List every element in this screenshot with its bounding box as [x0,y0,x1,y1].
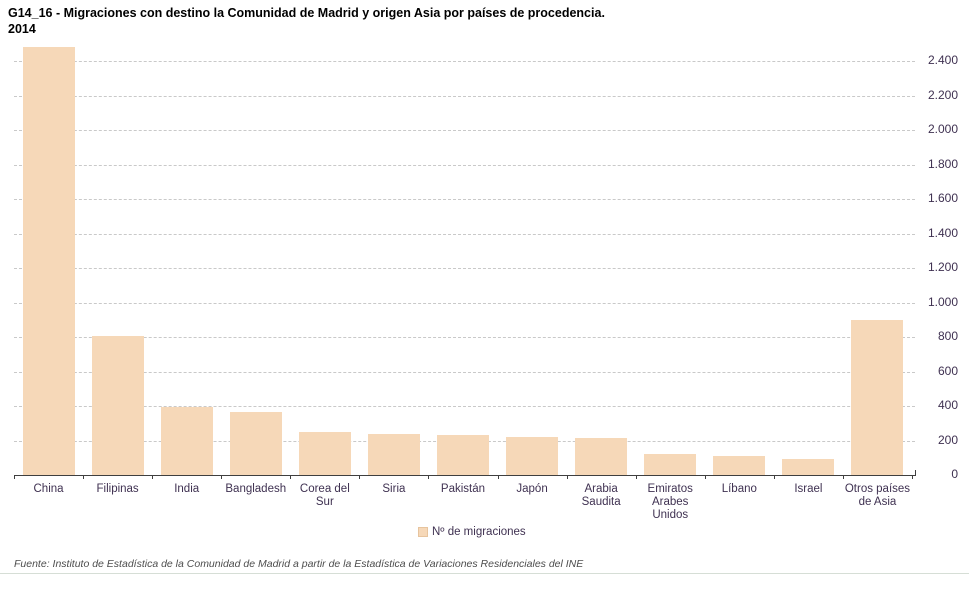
x-axis-line [14,475,916,476]
bar [367,433,420,475]
y-axis-label: 2.000 [927,122,958,136]
y-axis-label: 1.200 [927,260,958,274]
x-axis-label: Pakistán [440,483,486,495]
value-axis-end-tick [915,470,916,475]
legend-label: Nº de migraciones [432,526,526,538]
x-axis-label: Siria [382,483,406,495]
gridline [14,130,915,131]
x-axis-tick [152,475,154,479]
x-axis-label: Japón [516,483,548,495]
y-axis-label: 2.400 [927,53,958,67]
chart-title-line1: G14_16 - Migraciones con destino la Comu… [8,6,605,20]
x-axis-tick [773,475,775,479]
y-axis-label: 800 [937,329,958,343]
source-note: Fuente: Instituto de Estadística de la C… [14,558,584,570]
y-axis-label: 2.200 [927,87,958,102]
y-axis-label: 1.800 [927,156,958,171]
x-axis-label: India [174,483,200,495]
y-axis-label: 0 [951,467,958,481]
gridline [14,61,915,62]
gridline [14,371,915,373]
gridline [14,268,915,269]
x-axis-tick [566,475,568,479]
x-axis-label: Líbano [721,483,757,495]
legend-swatch-icon [418,527,428,537]
x-axis-tick [221,475,223,479]
x-axis-label: Israel [794,483,823,495]
gridline [14,233,915,235]
y-axis-label: 600 [937,363,958,378]
bar [644,453,697,475]
x-axis-tick [635,475,637,479]
x-axis-tick [704,475,706,479]
bottom-divider [0,573,969,574]
bar [851,319,904,475]
bar [298,431,351,475]
x-axis-tick [497,475,499,479]
gridline [14,199,915,200]
x-axis-tick [14,475,15,479]
x-axis-tick [842,475,844,479]
y-axis-label: 1.000 [927,294,958,309]
x-axis-tick [290,475,292,479]
bar [91,336,144,475]
x-axis-label: China [33,483,64,495]
chart-title-year: 2014 [8,22,36,36]
x-axis-label: Filipinas [96,483,139,495]
bar [713,456,766,475]
legend: Nº de migraciones [418,526,526,538]
x-axis-label: Bangladesh [225,483,287,495]
x-axis-label: Otros países de Asia [844,483,911,508]
bar [506,437,559,475]
gridline [14,95,915,97]
y-axis-label: 1.400 [927,225,958,240]
bar [782,458,835,475]
x-axis-label: Arabia Saudita [581,483,621,508]
bar [575,437,628,475]
gridline [14,302,915,304]
gridline [14,406,915,407]
x-axis-tick [912,475,913,479]
gridline [14,337,915,338]
bar [160,406,213,475]
y-axis-label: 200 [937,432,958,447]
x-axis-label: Corea del Sur [299,483,350,508]
bar [22,47,75,475]
y-axis-label: 1.600 [927,191,958,205]
bar [229,412,282,475]
x-axis-label: Emiratos Arabes Unidos [647,483,693,521]
x-axis-tick [428,475,430,479]
y-axis-label: 400 [937,398,958,412]
bar [437,434,489,475]
gridline [14,164,915,166]
x-axis-tick [83,475,85,479]
x-axis-tick [359,475,361,479]
chart-title: G14_16 - Migraciones con destino la Comu… [8,5,958,37]
